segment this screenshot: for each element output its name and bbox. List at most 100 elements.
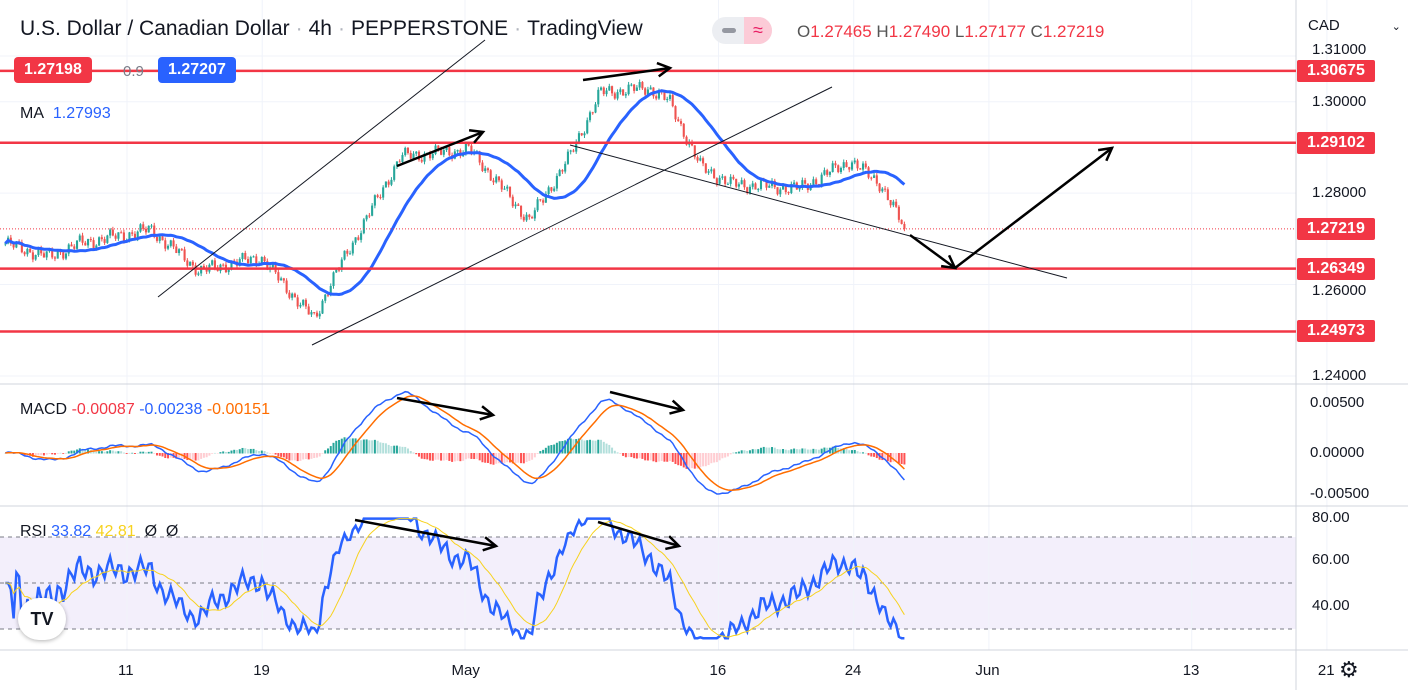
tradingview-logo[interactable]: TV [18,598,66,640]
macd-histogram-bar [440,453,443,461]
level-price-tag: 1.24973 [1297,320,1375,343]
macd-histogram-bar [274,453,277,455]
candle-body [420,159,423,162]
macd-histogram-bar [401,446,404,454]
candle-body [536,199,539,211]
candle-body [412,153,415,159]
macd-histogram-bar [572,439,575,454]
macd-histogram-bar [186,453,189,461]
macd-histogram-bar [120,451,123,454]
macd-histogram-bar [247,449,250,454]
macd-histogram-bar [365,439,368,454]
sell-button[interactable]: 1.27198 [14,57,92,83]
candle-body [332,272,335,286]
macd-legend[interactable]: MACD -0.00087 -0.00238 -0.00151 [20,401,270,418]
macd-histogram-bar [740,450,743,454]
candle-body [343,250,346,260]
rsi-legend[interactable]: RSI 33.82 42.81 Ø Ø [20,523,179,540]
candle-body [166,245,170,249]
macd-histogram-bar [600,439,603,454]
candle-body [633,84,636,91]
macd-histogram-bar [798,449,801,454]
arrow-head-icon [468,129,486,144]
candle-body [848,167,851,170]
candle-body [117,232,120,239]
macd-histogram-bar [674,453,677,465]
candle-body [376,195,379,198]
macd-histogram-bar [666,453,669,462]
candle-body [644,88,647,95]
macd-histogram-bar [735,452,738,454]
candle-body [302,299,305,305]
macd-histogram-bar [853,449,856,454]
macd-histogram-bar [142,451,145,454]
candle-body [365,215,368,220]
candle-body [147,225,150,233]
macd-histogram-bar [564,440,567,454]
candle-body [106,235,109,243]
macd-histogram-bar [395,445,398,454]
currency-selector[interactable]: CAD ⌄ [1308,17,1401,34]
candle-body [428,152,432,159]
candle-body [622,89,625,96]
candle-body [613,93,616,99]
macd-histogram-bar [793,448,796,454]
candle-body [484,168,487,171]
macd-histogram-bar [671,453,674,462]
candle-body [128,232,131,241]
macd-histogram-bar [167,453,170,459]
candle-body [897,206,900,220]
macd-histogram-bar [677,453,680,466]
macd-histogram-bar [542,449,545,454]
macd-histogram-bar [470,453,473,459]
candle-body [150,225,153,227]
macd-histogram-bar [442,453,445,461]
level-price-tag: 1.29102 [1297,131,1375,154]
settings-gear-icon[interactable]: ⚙ [1339,657,1359,682]
candle-body [889,200,892,206]
macd-histogram-bar [133,453,136,454]
candle-body [674,106,677,120]
arrow-line [909,233,956,270]
macd-histogram-bar [376,440,379,454]
macd-histogram-bar [45,453,48,455]
macd-histogram-bar [850,450,853,454]
macd-histogram-bar [467,453,470,459]
candle-body [823,170,826,175]
macd-histogram-bar [566,438,569,454]
candle-body [26,248,29,255]
arrow-head-icon [479,405,496,421]
candle-body [467,143,470,146]
candle-body [679,121,683,124]
macd-histogram-bar [842,448,845,454]
candle-body [713,169,716,179]
macd-histogram-bar [870,453,873,457]
macd-histogram-bar [111,450,114,454]
candle-body [630,84,633,86]
candle-body [40,248,43,254]
macd-histogram-bar [492,453,495,465]
candle-body [360,233,363,240]
macd-histogram-bar [680,453,683,466]
macd-histogram-bar [531,453,534,460]
macd-histogram-bar [175,453,178,459]
macd-histogram-bar [517,453,520,463]
macd-histogram-bar [224,451,227,454]
candle-body [445,147,448,151]
macd-histogram-bar [324,450,327,454]
macd-histogram-bar [451,453,454,462]
macd-histogram-bar [125,453,128,454]
candle-body [255,256,258,265]
indicator-toggle[interactable]: ≈ [712,17,772,44]
ma-legend[interactable]: MA 1.27993 [20,105,111,122]
macd-histogram-bar [715,453,718,463]
candle-body [517,204,520,206]
buy-button[interactable]: 1.27207 [158,57,236,83]
candle-body [213,260,216,268]
macd-histogram-bar [754,449,757,454]
macd-histogram-bar [732,452,735,454]
candle-body [497,176,501,181]
macd-histogram-bar [95,451,98,454]
candle-body [318,313,321,317]
